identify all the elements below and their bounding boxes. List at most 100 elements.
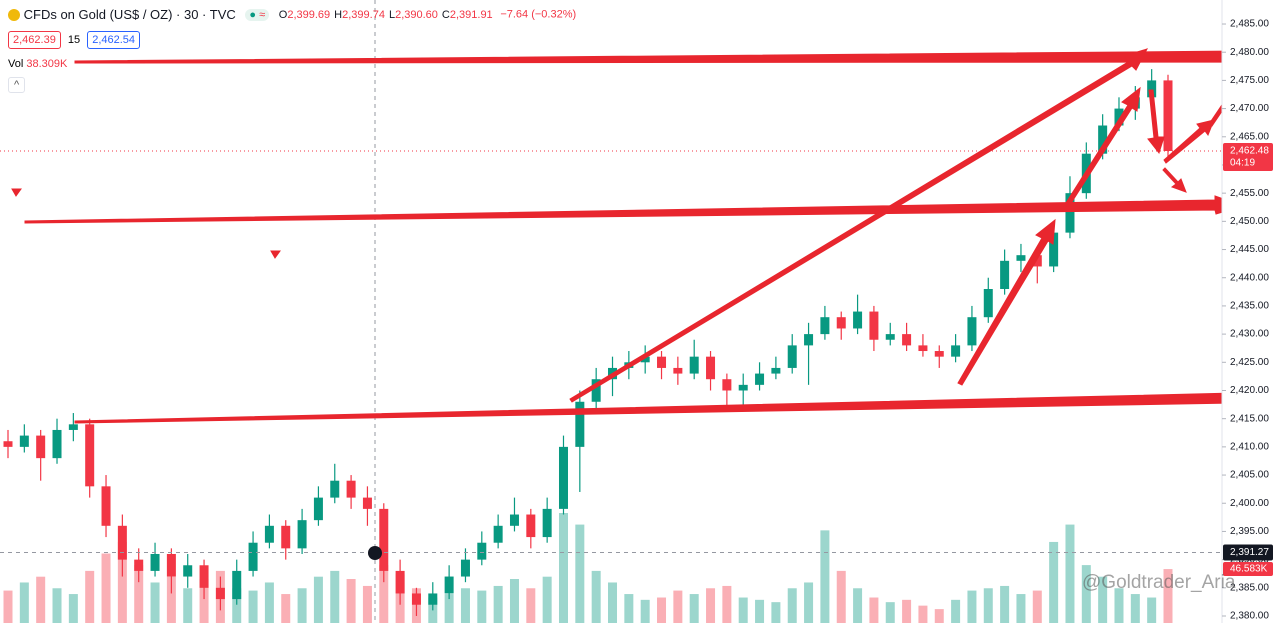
candle-body (869, 311, 879, 340)
volume-bar (1163, 569, 1173, 623)
volume-bar (706, 588, 716, 623)
candle-body (1032, 255, 1042, 267)
volume-bar (85, 570, 95, 623)
volume-bar (1016, 594, 1026, 623)
volume-bar (755, 599, 765, 623)
volume-box (1223, 562, 1273, 577)
volume-bar (1065, 524, 1075, 623)
candle-body (346, 480, 356, 498)
candle-body (1147, 80, 1157, 98)
vol-value: 38.309K (26, 58, 68, 70)
volume-bar (657, 597, 667, 623)
volume-bar (804, 582, 814, 623)
candle-body (460, 559, 470, 577)
y-tick-label: 2,470.00 (1230, 103, 1269, 114)
symbol-header: CFDs on Gold (US$ / OZ) · 30 · TVC ● ≈ O… (8, 6, 576, 22)
candle-body (820, 317, 830, 335)
candle-body (526, 514, 536, 538)
buy-button[interactable]: 2,462.54 (87, 31, 141, 49)
countdown: 04:19 (1230, 158, 1255, 169)
volume-bar (232, 588, 242, 623)
volume-bar (313, 576, 323, 623)
y-tick-label: 2,405.00 (1230, 470, 1269, 481)
candle-body (117, 525, 127, 560)
candle-body (983, 289, 993, 318)
arrow (957, 218, 1056, 386)
volume-bar (248, 590, 258, 623)
candle-body (575, 401, 585, 447)
candle-body (689, 356, 699, 374)
ohlc-value: 2,399.74 (342, 8, 385, 21)
volume-bar (575, 524, 585, 623)
volume-bar (1114, 588, 1124, 623)
volume-bar (362, 585, 372, 623)
arrow (1162, 167, 1187, 193)
badge[interactable]: ● ≈ (245, 8, 270, 21)
candle-body (428, 593, 438, 605)
y-tick-label: 2,395.00 (1230, 526, 1269, 537)
volume-bar (68, 594, 78, 623)
volume-bar (150, 582, 160, 623)
candle-body (591, 379, 601, 402)
volume-label: 46.583K (1230, 564, 1268, 575)
ohlc-key: L (388, 8, 396, 21)
spread: 15 (67, 34, 81, 46)
volume-bar (1130, 594, 1140, 623)
ohlc-value: 2,390.60 (395, 8, 438, 21)
candle-layer (0, 69, 1222, 617)
candle-body (1049, 232, 1059, 267)
candle-body (722, 379, 732, 391)
price-axis (1222, 0, 1280, 623)
ohlc-key: H (334, 8, 343, 21)
sell-button[interactable]: 2,462.39 (8, 31, 61, 49)
ohlc-key: C (441, 8, 450, 21)
candle-body (215, 587, 225, 600)
volume-bar (1081, 565, 1091, 623)
candle-body (542, 508, 552, 538)
arrow (74, 45, 1277, 68)
y-tick-label: 2,440.00 (1230, 272, 1269, 283)
candle-body (967, 317, 977, 346)
volume-bar (526, 588, 536, 623)
candle-body (902, 334, 912, 346)
y-tick-label: 2,400.00 (1230, 498, 1269, 509)
candle-body (330, 480, 340, 498)
candle-body (640, 356, 650, 363)
volume-bar (902, 599, 912, 623)
candle-body (1163, 80, 1173, 151)
volume-bar (542, 576, 552, 623)
candle-body (19, 435, 29, 447)
candle-body (3, 441, 13, 447)
candle-body (771, 367, 781, 374)
volume-bar (640, 599, 650, 623)
volume-bar (673, 590, 683, 623)
volume-bar (1147, 597, 1157, 623)
volume-bar (836, 570, 846, 623)
candle-body (477, 542, 487, 560)
price-axis-labels: 2,380.002,385.002,390.002,395.002,400.00… (1222, 19, 1273, 622)
volume-bar (134, 565, 144, 623)
y-tick-label: 2,445.00 (1230, 244, 1269, 255)
volume-bar (885, 602, 895, 623)
volume-bar (787, 588, 797, 623)
candle-body (362, 497, 372, 509)
candle-body (36, 435, 46, 459)
volume-bar (166, 576, 176, 623)
candle-body (804, 334, 814, 346)
volume-bar (477, 590, 487, 623)
current-price-label: 2,462.48 (1230, 146, 1269, 157)
volume-bar (1032, 590, 1042, 623)
crosshair-plus[interactable] (368, 546, 382, 560)
ohlc-value: 2,391.91 (449, 8, 493, 21)
candle-body (379, 508, 389, 571)
drawings (11, 45, 1277, 424)
candle-body (1114, 108, 1124, 126)
volume-bar (591, 570, 601, 623)
marker (270, 250, 281, 259)
y-tick-label: 2,475.00 (1230, 75, 1269, 86)
volume-bar (608, 582, 618, 623)
candle-body (853, 311, 863, 329)
y-tick-label: 2,435.00 (1230, 301, 1269, 312)
collapse-button[interactable]: ^ (8, 77, 26, 93)
